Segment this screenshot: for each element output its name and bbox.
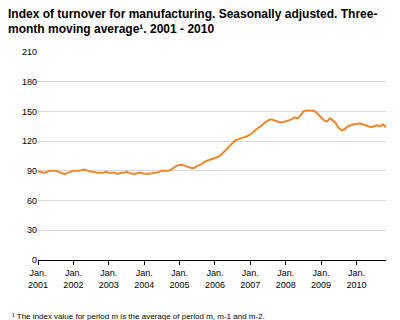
- svg-text:Index of turnover for manufact: Index of turnover for manufacturing. Sea…: [8, 7, 377, 37]
- svg-text:¹ The index value for period m: ¹ The index value for period m is the av…: [12, 312, 265, 320]
- svg-text:Jan.2007: Jan.2007: [240, 268, 260, 290]
- svg-text:Jan.2002: Jan.2002: [63, 268, 83, 290]
- svg-text:Jan.2004: Jan.2004: [134, 268, 154, 290]
- svg-text:0: 0: [32, 255, 37, 265]
- svg-text:150: 150: [22, 107, 37, 117]
- svg-text:Jan.2006: Jan.2006: [205, 268, 225, 290]
- svg-text:120: 120: [22, 136, 37, 146]
- svg-text:Jan.2005: Jan.2005: [170, 268, 190, 290]
- svg-text:Jan.2001: Jan.2001: [28, 268, 48, 290]
- svg-text:Jan.2010: Jan.2010: [346, 268, 366, 290]
- svg-text:60: 60: [27, 196, 37, 206]
- svg-text:30: 30: [27, 225, 37, 235]
- svg-text:210: 210: [22, 47, 37, 57]
- svg-text:90: 90: [27, 166, 37, 176]
- svg-text:Jan.2009: Jan.2009: [311, 268, 331, 290]
- svg-text:Jan.2008: Jan.2008: [276, 268, 296, 290]
- svg-text:Jan.2003: Jan.2003: [99, 268, 119, 290]
- svg-text:180: 180: [22, 77, 37, 87]
